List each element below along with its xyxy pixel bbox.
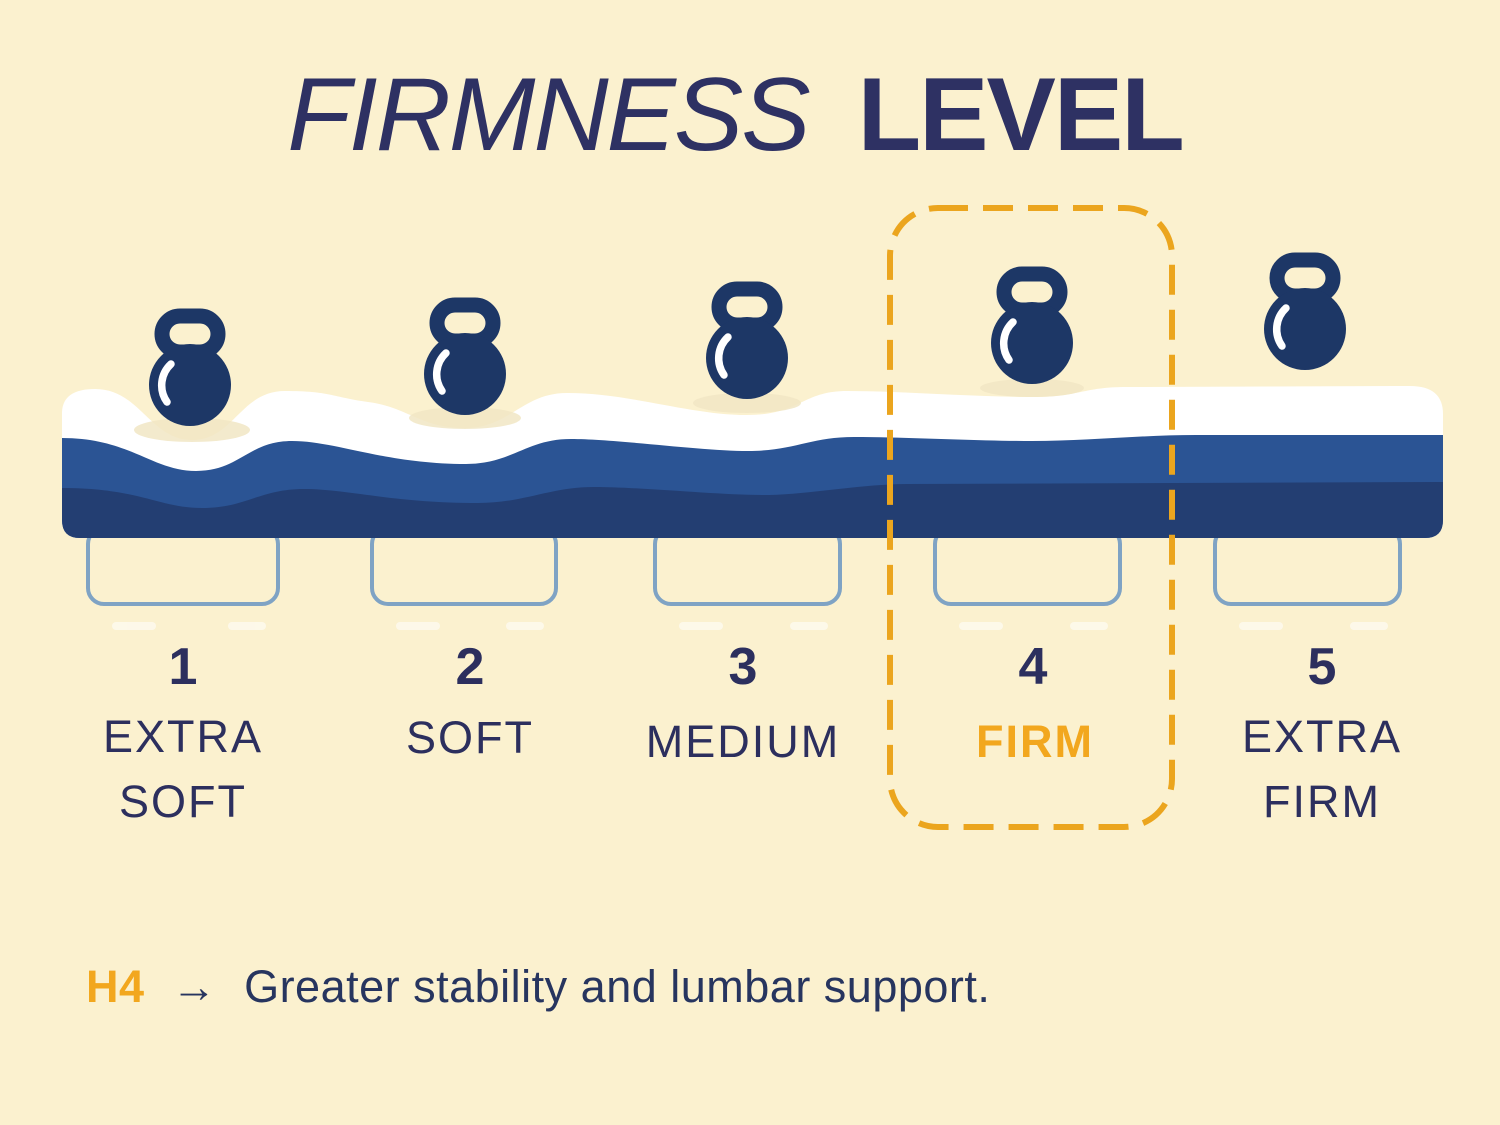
mattress-leg-4	[933, 526, 1122, 606]
mattress-bottom-layer	[62, 482, 1443, 538]
section-number-4: 4	[1019, 638, 1048, 696]
caption-prefix: H4	[86, 961, 145, 1012]
kettlebell-icon-4	[991, 274, 1073, 384]
mattress-leg-5	[1213, 526, 1402, 606]
mattress-leg-1	[86, 526, 280, 606]
page-title: FIRMNESS LEVEL	[287, 57, 1182, 173]
kettlebell-icon-5	[1264, 260, 1346, 370]
leg-shadows	[112, 622, 1388, 630]
section-label-soft: SOFT	[406, 712, 534, 763]
section-number-3: 3	[729, 638, 758, 696]
section-label-medium: MEDIUM	[646, 716, 840, 767]
section-number-1: 1	[169, 638, 198, 696]
section-label-extra-soft-line2: SOFT	[119, 776, 247, 827]
mattress-leg-2	[370, 526, 558, 606]
section-label-extra-firm-line1: EXTRA	[1242, 711, 1402, 762]
title-word-level: LEVEL	[858, 57, 1183, 173]
mattress-legs	[86, 526, 1402, 606]
caption-arrow-icon: →	[172, 961, 218, 1012]
section-label-firm: FIRM	[976, 716, 1094, 767]
kettlebell-icon-2	[424, 305, 506, 415]
title-word-firmness: FIRMNESS	[287, 57, 810, 173]
kettlebell-press-shadows	[134, 379, 1084, 442]
firm-highlight-outline	[887, 205, 1175, 830]
mattress-leg-3	[653, 526, 842, 606]
caption-body: Greater stability and lumbar support.	[244, 961, 990, 1012]
section-label-extra-firm-line2: FIRM	[1263, 776, 1381, 827]
section-number-5: 5	[1308, 638, 1337, 696]
kettlebell-icon-1	[149, 316, 231, 426]
caption: H4 → Greater stability and lumbar suppor…	[86, 961, 990, 1012]
kettlebell-icon-3	[706, 289, 788, 399]
section-number-2: 2	[456, 638, 485, 696]
section-label-extra-soft-line1: EXTRA	[103, 711, 263, 762]
